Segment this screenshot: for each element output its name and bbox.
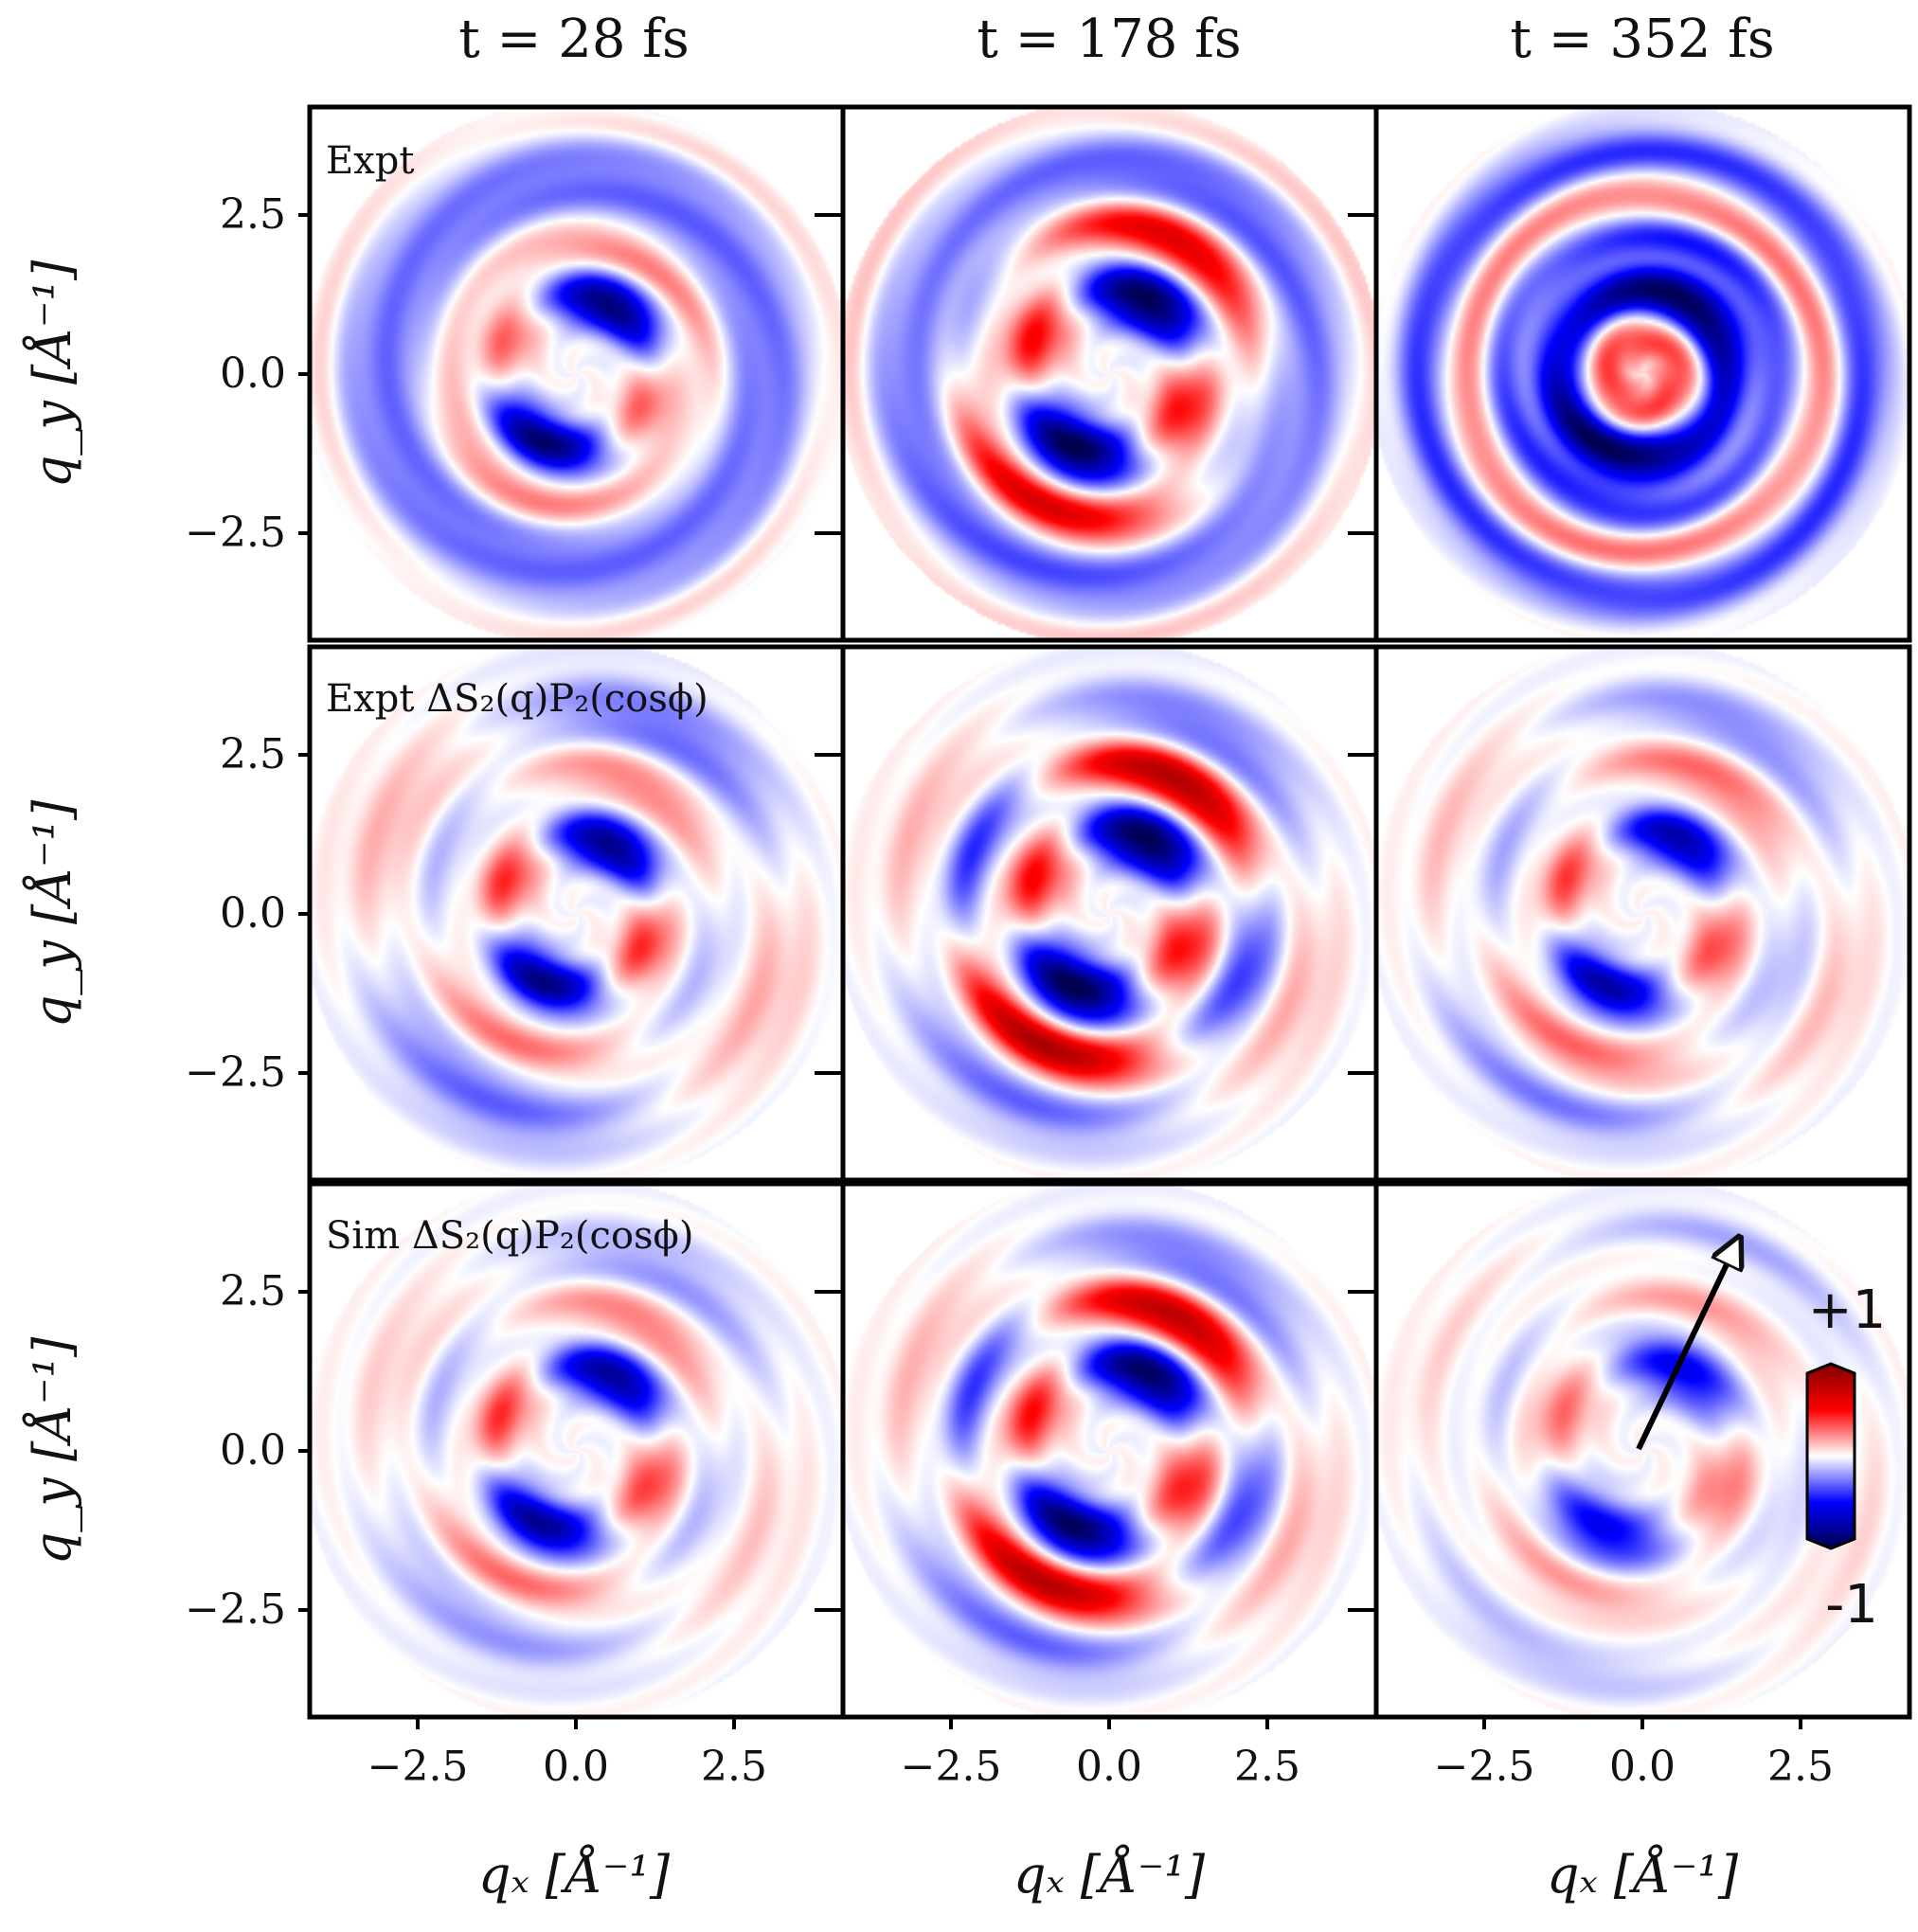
column-title-3: t = 352 fs <box>1510 9 1774 70</box>
xtick-label-c3-m25: −2.5 <box>1434 1743 1535 1791</box>
ytick-label-r1-25: 2.5 <box>220 190 286 239</box>
panel-image-r2-c3 <box>1376 647 1909 1180</box>
colorbar-bar <box>1805 1362 1856 1550</box>
colorbar-max-label: +1 <box>1808 1279 1887 1341</box>
ytick-label-r1-m25: −2.5 <box>185 509 286 557</box>
row-label-expt: Expt <box>326 139 414 183</box>
xtick-label-c2-0: 0.0 <box>1076 1743 1142 1791</box>
panel-image-r1-c3 <box>1376 107 1909 640</box>
column-title-1: t = 28 fs <box>458 9 690 70</box>
ylabel-row1: q_y [Å⁻¹] <box>21 259 82 488</box>
xtick-label-c3-0: 0.0 <box>1609 1743 1676 1791</box>
panel-image-r3-c1 <box>310 1184 843 1717</box>
ytick-label-r3-0: 0.0 <box>220 1426 286 1475</box>
xtick-label-c1-m25: −2.5 <box>367 1743 469 1791</box>
panel-image-r3-c2 <box>843 1184 1376 1717</box>
xtick-label-c2-25: 2.5 <box>1234 1743 1300 1791</box>
ytick-label-r3-m25: −2.5 <box>185 1585 286 1634</box>
column-title-2: t = 178 fs <box>977 9 1241 70</box>
colorbar-min-label: -1 <box>1825 1574 1878 1636</box>
xtick-label-c2-m25: −2.5 <box>901 1743 1002 1791</box>
ytick-label-r2-25: 2.5 <box>220 730 286 778</box>
xlabel-col3: qₓ [Å⁻¹] <box>1547 1843 1739 1905</box>
xtick-label-c1-0: 0.0 <box>543 1743 609 1791</box>
ytick-label-r2-m25: −2.5 <box>185 1048 286 1097</box>
xlabel-col1: qₓ [Å⁻¹] <box>478 1843 671 1905</box>
panel-image-r2-c1 <box>310 647 843 1180</box>
ylabel-row3: q_y [Å⁻¹] <box>21 1336 82 1565</box>
xlabel-col2: qₓ [Å⁻¹] <box>1013 1843 1206 1905</box>
row-label-expt-p2: Expt ΔS₂(q)P₂(cosϕ) <box>326 677 708 721</box>
panel-frame-r1-c3 <box>1373 104 1912 643</box>
panel-frame-r2-c3 <box>1373 644 1912 1183</box>
xtick-label-c1-25: 2.5 <box>701 1743 767 1791</box>
panel-image-r1-c1 <box>310 107 843 640</box>
ytick-label-r3-25: 2.5 <box>220 1267 286 1315</box>
ytick-label-r2-0: 0.0 <box>220 889 286 938</box>
colorbar <box>1805 1362 1856 1550</box>
ylabel-row2: q_y [Å⁻¹] <box>21 799 82 1028</box>
polarization-arrow <box>1636 1241 1738 1451</box>
row-label-sim-p2: Sim ΔS₂(q)P₂(cosϕ) <box>326 1214 693 1258</box>
xtick-label-c3-25: 2.5 <box>1767 1743 1834 1791</box>
ytick-label-r1-0: 0.0 <box>220 349 286 398</box>
panel-image-r1-c2 <box>843 107 1376 640</box>
panel-image-r2-c2 <box>843 647 1376 1180</box>
